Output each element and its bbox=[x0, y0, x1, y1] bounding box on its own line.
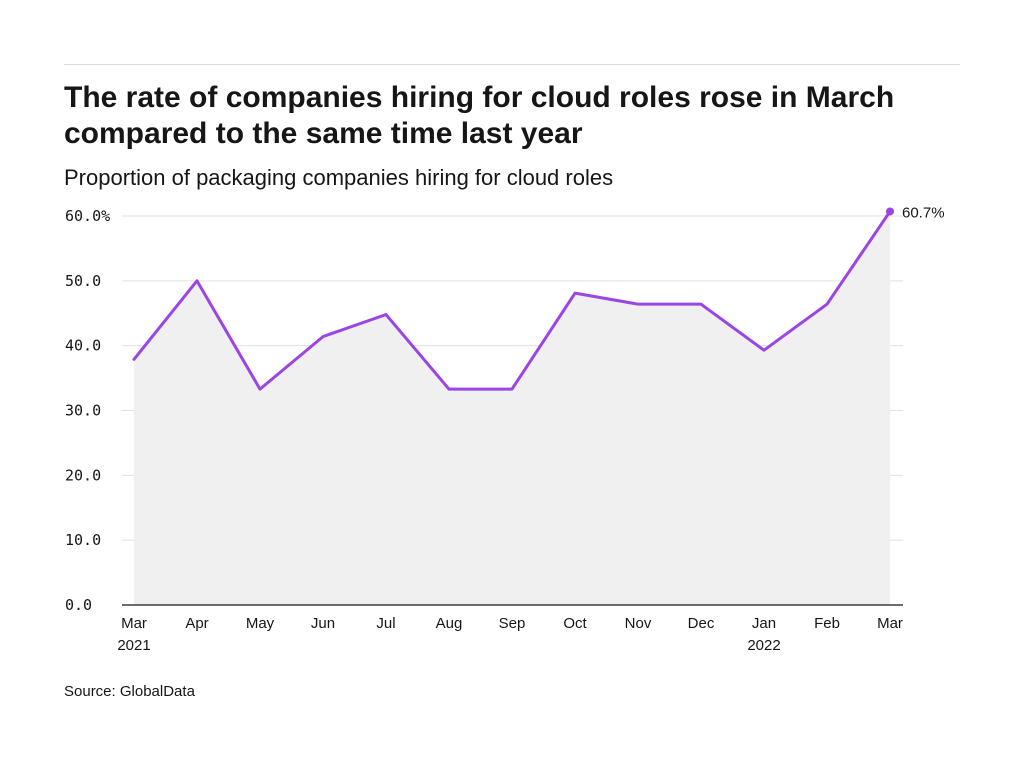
x-tick-year-label: 2022 bbox=[747, 637, 780, 654]
series-line-group bbox=[132, 207, 894, 391]
x-tick-label: Apr bbox=[185, 615, 208, 632]
y-axis-tick-labels: 0.0 10.0 20.0 30.0 40.0 50.0 60.0% bbox=[65, 207, 110, 614]
x-tick-label: Mar bbox=[121, 615, 147, 632]
annotations: 60.7% bbox=[902, 204, 945, 221]
y-tick-label: 60.0% bbox=[65, 207, 110, 225]
x-tick-label: Sep bbox=[499, 615, 526, 632]
x-tick-label: Jul bbox=[376, 615, 395, 632]
chart-title: The rate of companies hiring for cloud r… bbox=[64, 81, 895, 150]
end-value-label: 60.7% bbox=[902, 204, 945, 221]
y-tick-label: 50.0 bbox=[65, 272, 101, 290]
chart-subtitle: Proportion of packaging companies hiring… bbox=[64, 165, 614, 190]
x-tick-label: Feb bbox=[814, 615, 840, 632]
x-tick-label: Nov bbox=[625, 615, 652, 632]
x-tick-label: Jun bbox=[311, 615, 335, 632]
end-point bbox=[886, 207, 894, 216]
top-divider bbox=[64, 64, 960, 65]
y-tick-label: 30.0 bbox=[65, 402, 101, 420]
y-tick-label: 20.0 bbox=[65, 466, 101, 484]
y-tick-label: 10.0 bbox=[65, 531, 101, 549]
x-tick-label: Jan bbox=[752, 615, 776, 632]
x-tick-year-label: 2021 bbox=[117, 637, 150, 654]
series-line bbox=[132, 209, 892, 391]
area-shape bbox=[134, 211, 890, 605]
x-tick-label: Aug bbox=[436, 615, 463, 632]
x-axis-tick-labels: Mar 2021 Apr May Jun Jul Aug Sep Oct Nov Dec Jan 202… bbox=[117, 615, 903, 654]
source-note: Source: GlobalData bbox=[64, 683, 195, 700]
x-tick-label: Oct bbox=[563, 615, 587, 632]
x-tick-label: May bbox=[246, 615, 275, 632]
y-tick-label: 0.0 bbox=[65, 596, 92, 614]
x-tick-label: Mar bbox=[877, 615, 903, 632]
x-tick-label: Dec bbox=[688, 615, 715, 632]
y-tick-label: 40.0 bbox=[65, 337, 101, 355]
area-fill bbox=[134, 211, 890, 605]
